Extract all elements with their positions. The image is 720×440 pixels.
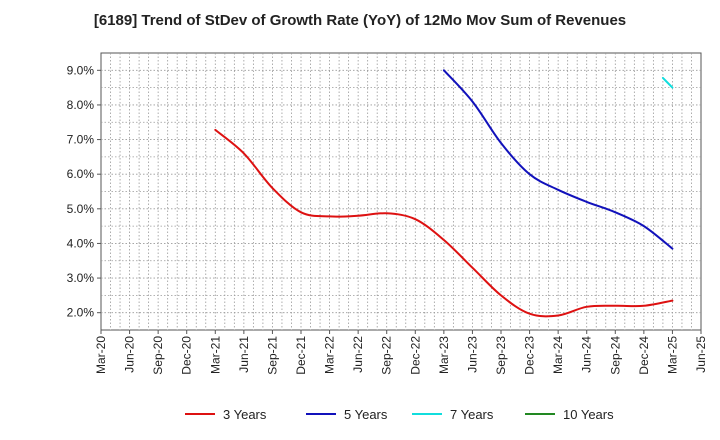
x-tick-label: Jun-24	[580, 336, 594, 373]
y-tick-label: 2.0%	[67, 306, 95, 320]
x-tick-label: Mar-21	[208, 336, 222, 374]
x-tick-label: Jun-25	[694, 336, 708, 373]
x-tick-label: Mar-23	[437, 336, 451, 374]
y-tick-label: 7.0%	[67, 133, 95, 147]
legend: 3 Years 5 Years 7 Years 10 Years	[185, 407, 614, 422]
series-line-5-years	[442, 69, 674, 250]
y-tick-label: 8.0%	[67, 98, 95, 112]
x-tick-label: Sep-22	[380, 336, 394, 375]
x-tick-label: Sep-24	[608, 336, 622, 375]
y-tick-label: 5.0%	[67, 202, 95, 216]
x-axis: Mar-20 Jun-20 Sep-20 Dec-20 Mar-21 Jun-21 Sep-…	[94, 330, 708, 375]
y-axis: 2.0% 3.0% 4.0% 5.0% 6.0% 7.0% 8.0% 9.0%	[67, 63, 101, 320]
x-tick-label: Dec-20	[180, 336, 194, 375]
legend-label-3-years: 3 Years	[223, 407, 267, 422]
y-tick-label: 3.0%	[67, 271, 95, 285]
series-lines	[214, 69, 674, 318]
x-tick-label: Sep-23	[494, 336, 508, 375]
x-tick-label: Mar-25	[665, 336, 679, 374]
x-tick-label: Dec-23	[523, 336, 537, 375]
y-tick-label: 6.0%	[67, 167, 95, 181]
x-tick-label: Sep-21	[265, 336, 279, 375]
plot-area	[100, 52, 702, 331]
x-tick-label: Dec-22	[408, 336, 422, 375]
series-line-7-years	[661, 76, 674, 89]
x-tick-label: Jun-22	[351, 336, 365, 373]
x-tick-label: Sep-20	[151, 336, 165, 375]
legend-label-7-years: 7 Years	[450, 407, 494, 422]
grid-lines	[101, 53, 701, 330]
chart-title: [6189] Trend of StDev of Growth Rate (Yo…	[93, 12, 627, 29]
legend-label-10-years: 10 Years	[563, 407, 614, 422]
series-line-3-years	[214, 128, 674, 318]
x-tick-label: Dec-24	[637, 336, 651, 375]
legend-label-5-years: 5 Years	[344, 407, 388, 422]
x-tick-label: Jun-21	[237, 336, 251, 373]
y-tick-label: 4.0%	[67, 236, 95, 250]
x-tick-label: Jun-20	[123, 336, 137, 373]
x-tick-label: Mar-22	[323, 336, 337, 374]
x-tick-label: Mar-24	[551, 336, 565, 374]
x-tick-label: Mar-20	[94, 336, 108, 374]
y-tick-label: 9.0%	[67, 63, 95, 77]
x-tick-label: Jun-23	[465, 336, 479, 373]
x-tick-label: Dec-21	[294, 336, 308, 375]
